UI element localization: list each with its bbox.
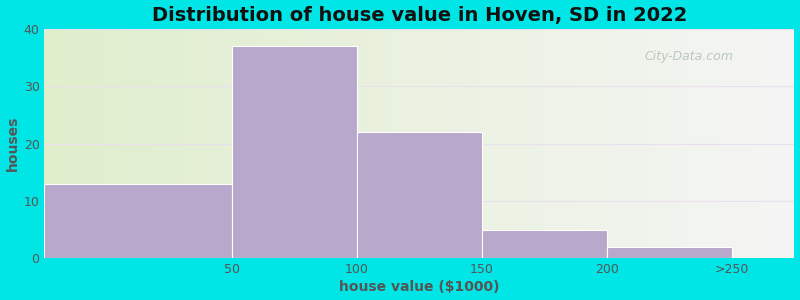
Bar — [482, 230, 607, 258]
Bar — [45, 184, 232, 258]
Bar — [357, 132, 482, 258]
Bar — [607, 247, 732, 258]
X-axis label: house value ($1000): house value ($1000) — [339, 280, 500, 294]
Y-axis label: houses: houses — [6, 116, 19, 171]
Title: Distribution of house value in Hoven, SD in 2022: Distribution of house value in Hoven, SD… — [152, 6, 687, 25]
Bar — [232, 46, 357, 258]
Text: City-Data.com: City-Data.com — [645, 50, 734, 63]
